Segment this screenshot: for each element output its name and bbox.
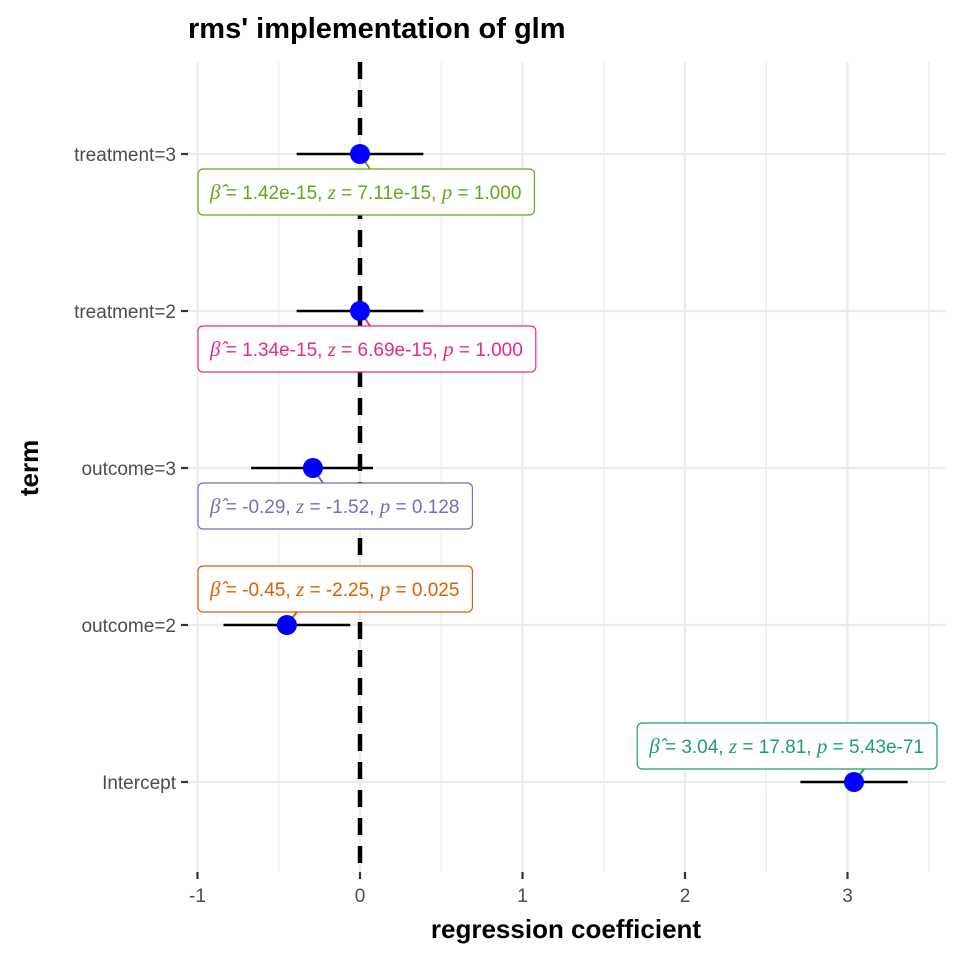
annotation-box	[197, 482, 474, 530]
axes: treatment=3 treatment=2 outcome=3 outcome=2…	[74, 145, 853, 907]
annotation-label: β̂ = 3.04, z = 17.81, p = 5.43e-71	[636, 722, 938, 770]
x-tick-label: 2	[680, 886, 691, 907]
annotation-box	[197, 325, 537, 373]
annotation-label: β̂ = -0.29, z = -1.52, p = 0.128	[197, 482, 474, 530]
estimate-points	[276, 144, 864, 792]
y-axis-title: term	[14, 440, 44, 496]
x-tick-label: 3	[842, 886, 853, 907]
y-tick-label: Intercept	[102, 773, 177, 794]
x-tick-label: 0	[355, 886, 366, 907]
annotation-text: β̂ = -0.29, z = -1.52, p = 0.128	[209, 494, 459, 518]
annotation-label: β̂ = 1.42e-15, z = 7.11e-15, p = 1.000	[197, 168, 535, 216]
annotation-labels: β̂ = 1.42e-15, z = 7.11e-15, p = 1.000 β̂…	[197, 168, 938, 770]
annotation-text: β̂ = 3.04, z = 17.81, p = 5.43e-71	[648, 734, 924, 758]
y-tick-label: treatment=3	[74, 145, 176, 166]
estimate-point	[276, 615, 297, 635]
x-tick-label: -1	[189, 886, 206, 907]
estimate-point	[350, 301, 370, 321]
annotation-box	[197, 168, 535, 216]
annotation-text: β̂ = -0.45, z = -2.25, p = 0.025	[209, 577, 459, 601]
annotation-label: β̂ = 1.34e-15, z = 6.69e-15, p = 1.000	[197, 325, 537, 373]
y-tick-label: outcome=3	[81, 459, 176, 480]
estimate-point	[302, 458, 323, 478]
x-tick-label: 1	[517, 886, 528, 907]
chart-title: rms' implementation of glm	[188, 13, 566, 45]
x-axis-title: regression coefficient	[431, 914, 702, 944]
annotation-box	[636, 722, 938, 770]
annotation-text: β̂ = 1.42e-15, z = 7.11e-15, p = 1.000	[209, 180, 521, 204]
y-tick-label: treatment=2	[74, 302, 176, 323]
annotation-label: β̂ = -0.45, z = -2.25, p = 0.025	[197, 565, 474, 613]
y-tick-label: outcome=2	[81, 616, 176, 637]
annotation-box	[197, 565, 474, 613]
annotation-text: β̂ = 1.34e-15, z = 6.69e-15, p = 1.000	[209, 337, 523, 361]
estimate-point	[350, 144, 370, 164]
estimate-point	[844, 772, 864, 792]
